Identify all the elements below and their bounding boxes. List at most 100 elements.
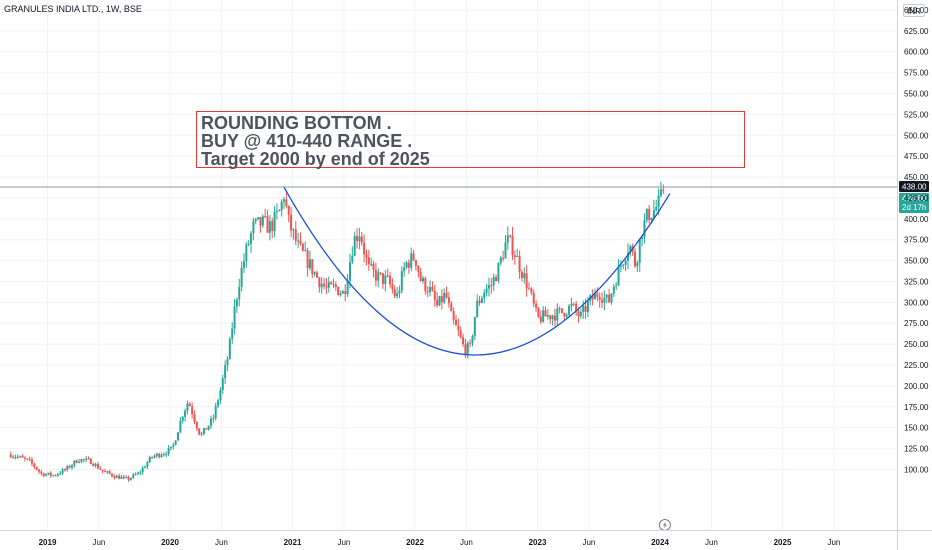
y-tick-label: 625.00 — [904, 27, 929, 36]
candle-body — [478, 300, 481, 303]
annotation-box[interactable]: ROUNDING BOTTOM . BUY @ 410-440 RANGE . … — [196, 111, 745, 168]
candle-body — [596, 293, 599, 297]
lightning-glyph — [662, 521, 667, 529]
candle-body — [226, 359, 229, 366]
y-tick-label: 275.00 — [904, 319, 929, 328]
candle-body — [89, 458, 92, 464]
candle-body — [565, 314, 568, 317]
candle-body — [33, 463, 36, 468]
candle-body — [287, 205, 290, 215]
candle-body — [169, 446, 172, 449]
candle-body — [233, 306, 236, 329]
candle-body — [638, 238, 641, 263]
rounding-bottom-curve[interactable] — [283, 186, 671, 356]
candle-body — [659, 189, 662, 196]
candle-body — [476, 300, 479, 318]
candle-body — [134, 474, 137, 476]
candle-body — [160, 455, 163, 457]
candle-body — [266, 216, 269, 233]
candle-body — [662, 189, 665, 191]
candle-body — [532, 292, 535, 304]
x-tick-label: 2023 — [529, 538, 547, 547]
candle-body — [575, 304, 578, 312]
candle-body — [325, 286, 328, 288]
candle-body — [558, 308, 561, 310]
candle-body — [285, 199, 288, 206]
candle-body — [224, 365, 227, 379]
candle-body — [40, 471, 43, 474]
candle-body — [339, 293, 342, 296]
candle-body — [120, 477, 123, 479]
candle-body — [162, 454, 165, 456]
candle-body — [167, 448, 170, 455]
candle-body — [372, 263, 375, 270]
candle-body — [634, 251, 637, 267]
candle-body — [304, 250, 307, 252]
candle-body — [499, 257, 502, 264]
x-tick-label: 2021 — [284, 538, 302, 547]
candle-body — [283, 199, 286, 202]
candle-body — [598, 296, 601, 301]
symbol-title[interactable]: GRANULES INDIA LTD., 1W, BSE — [4, 4, 142, 14]
candle-body — [186, 403, 189, 411]
y-tick-label: 500.00 — [904, 131, 929, 140]
candle-body — [636, 262, 639, 267]
candle-body — [136, 472, 139, 475]
candle-body — [122, 476, 125, 478]
candle-body — [28, 458, 31, 460]
candle-body — [259, 217, 262, 226]
candle-body — [483, 292, 486, 299]
candle-body — [367, 257, 370, 265]
candle-body — [353, 235, 356, 256]
y-tick-label: 400.00 — [904, 215, 929, 224]
candle-body — [38, 469, 41, 472]
candle-body — [370, 263, 373, 265]
candle-body — [280, 201, 283, 211]
y-tick-label: 375.00 — [904, 236, 929, 245]
x-tick-label: 2024 — [651, 538, 669, 547]
candle-body — [462, 337, 465, 345]
candle-body — [323, 283, 326, 287]
x-tick-label: Jun — [92, 538, 105, 547]
candle-body — [63, 469, 66, 471]
candle-body — [141, 467, 144, 473]
x-tick-label: 2019 — [39, 538, 57, 547]
candle-body — [403, 267, 406, 272]
candle-body — [570, 303, 573, 307]
candle-body — [247, 244, 250, 246]
currency-label[interactable]: INR — [903, 4, 925, 17]
candle-body — [184, 410, 187, 417]
candle-body — [528, 288, 531, 290]
candle-body — [148, 457, 151, 463]
x-tick-label: Jun — [582, 538, 595, 547]
annotation-line-2: BUY @ 410-440 RANGE . — [201, 131, 413, 151]
candle-body — [518, 256, 521, 273]
candle-body — [108, 471, 111, 474]
candle-body — [111, 473, 114, 477]
candle-body — [66, 466, 69, 470]
candle-body — [412, 253, 415, 261]
candle-body — [384, 275, 387, 284]
candle-body — [205, 428, 208, 430]
candle-body — [365, 254, 368, 258]
y-tick-label: 575.00 — [904, 69, 929, 78]
candle-body — [615, 285, 618, 287]
candle-body — [23, 457, 26, 459]
y-tick-label: 325.00 — [904, 277, 929, 286]
candle-body — [332, 284, 335, 286]
candle-body — [579, 311, 582, 317]
annotation-line-3: Target 2000 by end of 2025 — [201, 149, 430, 169]
candle-body — [582, 306, 585, 312]
candle-body — [436, 299, 439, 306]
candle-body — [73, 460, 76, 466]
candle-body — [520, 272, 523, 279]
candle-body — [419, 271, 422, 282]
candle-body — [407, 262, 410, 268]
x-tick-label: 2022 — [406, 538, 424, 547]
candle-body — [250, 233, 253, 245]
candle-body — [617, 266, 620, 286]
candle-body — [657, 195, 660, 207]
candle-body — [85, 458, 88, 460]
